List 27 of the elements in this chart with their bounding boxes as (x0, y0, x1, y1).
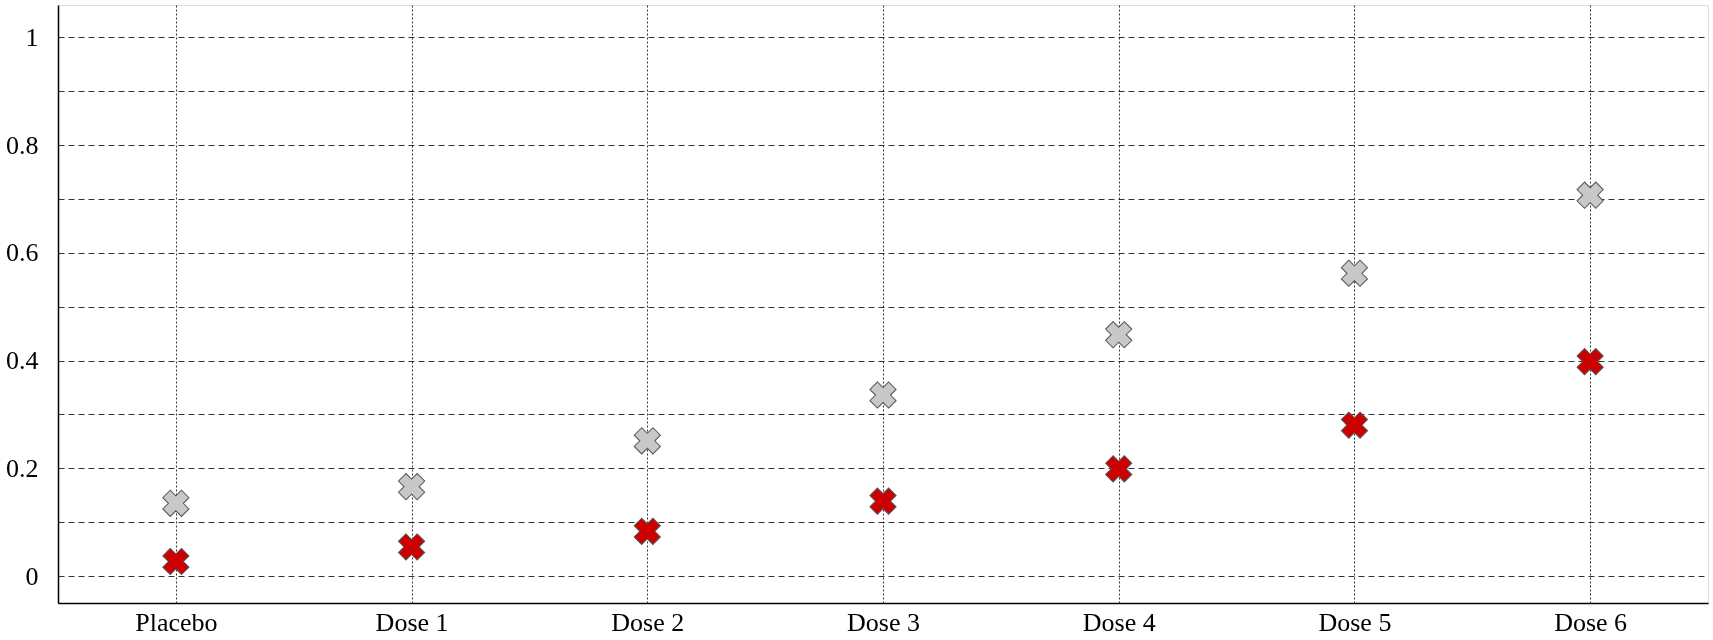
y-tick-label: 0.4 (6, 346, 39, 376)
point (397, 533, 426, 561)
point (1105, 321, 1133, 349)
point (1576, 181, 1604, 209)
x-tick-label: Dose 3 (847, 607, 920, 637)
x-tick-label: Dose 1 (375, 607, 449, 637)
x-tick-label: Placebo (135, 607, 218, 637)
x-tick-label: Dose 4 (1082, 607, 1156, 637)
y-tick-label: 0.8 (6, 130, 39, 160)
y-tick-label: 0 (25, 561, 39, 591)
y-tick-label: 0.2 (6, 453, 39, 483)
point (869, 487, 897, 515)
point (633, 517, 661, 545)
point (869, 381, 897, 409)
point (162, 489, 190, 517)
x-tick-label: Dose 5 (1318, 607, 1392, 637)
x-tick-label: Dose 6 (1554, 607, 1628, 637)
point (1340, 259, 1369, 287)
point (1576, 348, 1604, 376)
x-tick-label: Dose 2 (611, 607, 685, 637)
point (1340, 411, 1369, 439)
point (1105, 455, 1133, 483)
point (633, 427, 661, 455)
y-tick-label: 0.6 (6, 238, 39, 268)
point (397, 473, 426, 501)
y-tick-label: 1 (25, 22, 39, 52)
point (162, 547, 190, 576)
